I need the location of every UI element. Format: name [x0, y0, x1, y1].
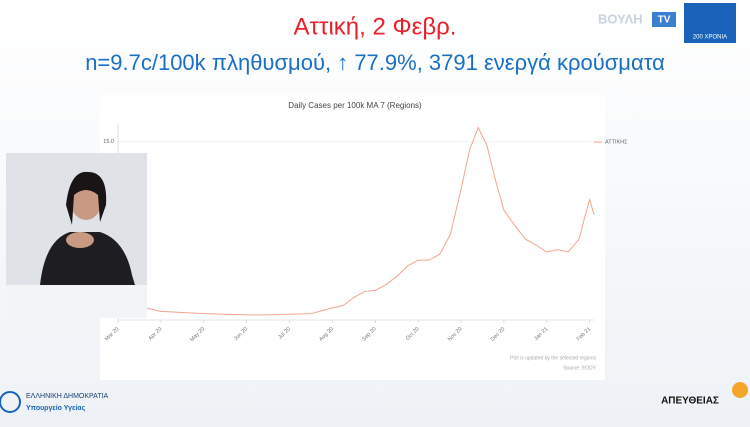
chart-note: Source: EODY: [563, 365, 596, 371]
subtitle: n=9.7c/100k πληθυσμού, ↑ 77.9%, 3791 ενε…: [85, 50, 665, 75]
chart-title: Daily Cases per 100k MA 7 (Regions): [288, 101, 422, 110]
signer-hands: [66, 232, 94, 248]
live-label: ΑΠΕΥΘΕΙΑΣ: [661, 396, 719, 407]
y-tick-label: 15.0: [103, 139, 114, 145]
sign-language-video: [6, 153, 147, 318]
live-icon: [732, 382, 748, 398]
channel-logo: ΒΟΥΛΗ TV 200 ΧΡΟΝΙΑ: [598, 3, 736, 43]
signer-body: [40, 232, 135, 285]
signer-hair: [66, 171, 107, 225]
anniversary: 200 ΧΡΟΝΙΑ: [693, 35, 727, 41]
ministry-logo: ΕΛΛΗΝΙΚΗ ΔΗΜΟΚΡΑΤΙΑ Υπουργείο Υγείας: [0, 391, 109, 413]
channel-name: ΒΟΥΛΗ: [598, 11, 643, 26]
chart-panel: [100, 95, 605, 380]
ministry-line1: ΕΛΛΗΝΙΚΗ ΔΗΜΟΚΡΑΤΙΑ: [26, 393, 109, 400]
emblem: [0, 391, 21, 413]
legend-label: ΑΤΤΙΚΗΣ: [605, 139, 628, 145]
anniversary-badge: [684, 3, 736, 43]
tv-badge: [652, 12, 676, 27]
channel-tag: TV: [658, 15, 671, 26]
video-floor: [6, 285, 147, 318]
chart-note: Plot is updated by the selected regions: [510, 355, 596, 361]
title: Αττική, 2 Φεβρ.: [294, 13, 457, 40]
ministry-line2: Υπουργείο Υγείας: [26, 405, 86, 412]
series-line: [117, 126, 595, 316]
